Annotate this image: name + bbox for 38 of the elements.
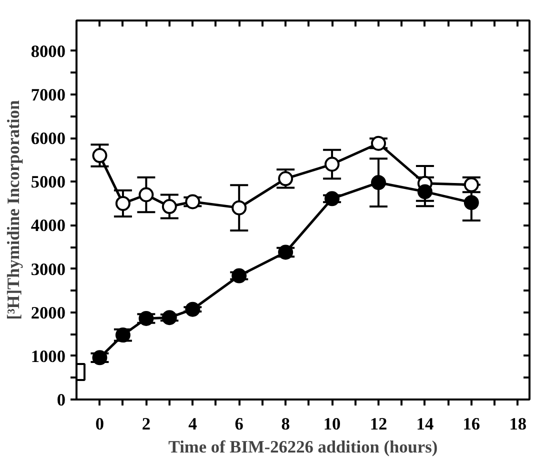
y-tick-label: 8000: [30, 42, 66, 61]
y-tick-label: 0: [56, 390, 66, 410]
x-tick-label: 10: [323, 414, 341, 434]
y-axis-title: [³H]Thymidine Incorporation: [4, 100, 23, 320]
point: [115, 328, 130, 343]
y-tick-label: 5000: [30, 172, 66, 192]
point: [232, 268, 247, 284]
x-tick-label: 14: [416, 414, 434, 434]
point: [417, 184, 432, 200]
point: [138, 187, 154, 202]
point: [185, 302, 200, 317]
x-tick-label: 12: [370, 414, 388, 434]
x-tick-label: 2: [142, 414, 151, 434]
x-axis-title: Time of BIM-26226 addition (hours): [168, 438, 438, 456]
point: [464, 195, 479, 210]
point: [324, 156, 340, 172]
x-tick-label: 4: [188, 414, 198, 434]
y-tick-label: 1000: [30, 346, 66, 366]
x-tick-label: 16: [462, 414, 480, 434]
point: [92, 148, 108, 164]
x-tick-label: 0: [95, 414, 104, 434]
point: [371, 175, 386, 190]
point: [232, 200, 247, 216]
x-tick-label: 8: [281, 414, 290, 434]
x-tick-label: 6: [234, 414, 244, 434]
point: [92, 350, 108, 366]
y-tick-label: 4000: [30, 216, 66, 236]
y-tick-label: 3000: [30, 260, 66, 279]
point: [162, 310, 177, 326]
point: [162, 199, 177, 214]
point: [324, 191, 340, 206]
y-tick-label: 7000: [30, 86, 66, 105]
x-tick-label: 18: [509, 414, 527, 434]
point: [371, 136, 386, 151]
y-tick-label: 2000: [30, 303, 66, 322]
point: [115, 196, 130, 211]
y-tick-label: 6000: [30, 129, 66, 148]
point: [138, 310, 154, 326]
